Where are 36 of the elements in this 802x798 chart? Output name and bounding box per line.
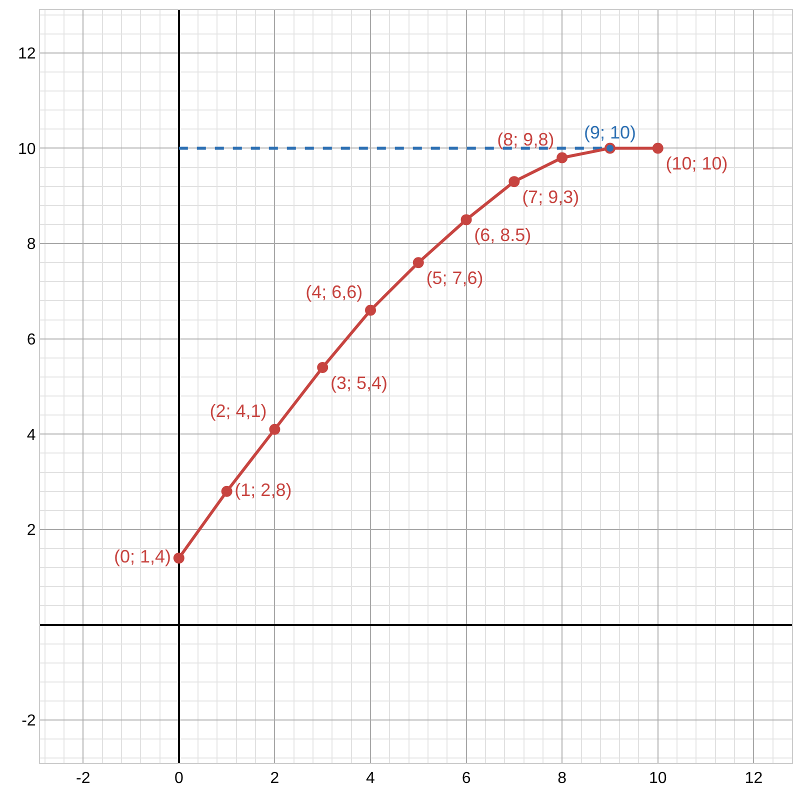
point	[317, 362, 328, 373]
point	[652, 142, 664, 154]
y-tick-label: 8	[26, 236, 36, 254]
point	[365, 304, 376, 316]
y-tick-label: 2	[26, 522, 36, 540]
y-tick-label: -2	[22, 712, 36, 730]
data-label: (4; 6,6)	[306, 282, 363, 302]
data-label: (9; 10)	[584, 122, 636, 142]
point	[556, 152, 568, 164]
point	[173, 552, 184, 564]
x-tick-label: 8	[558, 770, 567, 788]
x-tick-label: 4	[366, 770, 376, 788]
data-label: (7; 9,3)	[522, 186, 580, 207]
y-tick-label: 6	[26, 331, 36, 348]
data-label: (1; 2,8)	[234, 480, 292, 500]
point	[221, 486, 232, 497]
data-label: (8; 9,8)	[497, 129, 554, 150]
point	[460, 214, 472, 226]
data-label: (10; 10)	[666, 154, 728, 174]
data-label: (5; 7,6)	[426, 268, 484, 288]
x-tick-label: -2	[76, 770, 90, 788]
point	[412, 257, 424, 268]
y-tick-label: 4	[26, 426, 36, 444]
x-tick-label: 0	[174, 770, 184, 788]
x-tick-label: 6	[462, 770, 471, 788]
point	[269, 424, 280, 435]
data-label: (0; 1,4)	[114, 546, 172, 567]
data-label: (2; 4,1)	[210, 401, 267, 422]
y-tick-label: 12	[18, 45, 36, 62]
y-tick-label: 10	[18, 140, 36, 158]
data-label: (6, 8.5)	[474, 225, 532, 246]
x-tick-label: 2	[270, 770, 280, 788]
data-label: (3; 5,4)	[330, 372, 388, 393]
x-tick-label: 12	[744, 770, 763, 788]
x-tick-label: 10	[648, 770, 667, 788]
point	[508, 176, 520, 188]
